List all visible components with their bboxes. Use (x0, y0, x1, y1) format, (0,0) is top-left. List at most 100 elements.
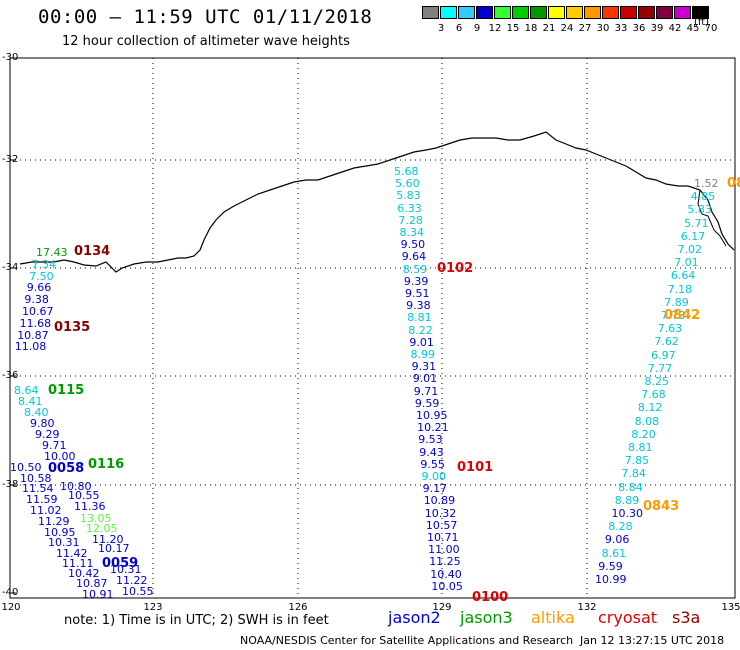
wave-height-value: 11.54 (22, 482, 54, 495)
wave-height-value: 10.67 (22, 305, 54, 318)
wave-height-value: 11.22 (116, 574, 148, 587)
wave-height-value: 5.68 (394, 165, 419, 178)
pass-time-label: 0843 (643, 499, 680, 514)
lat-lon-grid (10, 58, 735, 598)
wave-height-value: 7.50 (29, 269, 54, 283)
wave-height-value: 8.20 (631, 427, 656, 441)
map-subtitle: 12 hour collection of altimeter wave hei… (62, 34, 350, 49)
wave-height-value: 9.51 (405, 287, 430, 300)
wave-height-value: 1.52 (694, 177, 719, 190)
wave-height-value: 8.12 (637, 401, 663, 415)
scale-swatch (638, 6, 655, 19)
scale-swatch (692, 6, 709, 19)
map-border (9, 57, 736, 599)
wave-height-value: 10.31 (110, 563, 142, 576)
scale-label: 15 (506, 23, 520, 34)
wave-height-value: 13.05 (80, 512, 112, 525)
wave-height-value: 8.41 (18, 395, 43, 408)
wave-height-value: 11.08 (14, 340, 47, 354)
wave-height-value: 7.62 (654, 335, 679, 349)
wave-height-value: 10.21 (417, 421, 449, 435)
wave-height-value: 10.71 (427, 531, 459, 544)
wave-height-value: 9.71 (42, 439, 67, 452)
wave-height-value: 7.01 (674, 256, 699, 270)
wave-height-value: 10.40 (430, 567, 462, 581)
scale-label: 70 (704, 23, 718, 34)
wave-height-value: 10.99 (595, 573, 627, 586)
wave-height-value: 10.58 (20, 472, 52, 485)
wave-height-value: 9.29 (35, 428, 60, 441)
pass-time-label: 0842 (664, 308, 701, 323)
scale-swatch (620, 6, 637, 19)
wave-height-value: 8.59 (402, 262, 428, 276)
lon-label: 123 (143, 602, 163, 613)
wave-height-value: 5.83 (396, 189, 421, 203)
footer-credit: NOAA/NESDIS Center for Satellite Applica… (240, 634, 574, 647)
wave-height-value: 11.68 (19, 316, 52, 330)
pass-time-label: 0102 (437, 261, 474, 276)
wave-height-value: 8.25 (644, 375, 670, 388)
lat-label: -32 (2, 154, 19, 165)
pass-time-label: 0135 (54, 320, 91, 335)
wave-height-value: 11.00 (428, 543, 460, 557)
scale-swatch (566, 6, 583, 19)
wave-height-value: 9.38 (24, 293, 49, 307)
wave-height-value: 7.73 (661, 309, 686, 322)
scale-label: 24 (560, 23, 574, 34)
satellite-legend-jason2: jason2 (388, 608, 441, 627)
wave-height-value: 12.05 (86, 522, 118, 535)
scale-label: 42 (668, 23, 682, 34)
scale-label: 45 (686, 23, 700, 34)
wave-height-value: 9.59 (598, 559, 623, 573)
wave-height-value: 10.91 (82, 588, 114, 601)
wave-height-value: 8.84 (618, 480, 643, 494)
wave-height-value: 10.32 (424, 506, 457, 520)
wave-height-value: 9.00 (421, 470, 447, 483)
wave-height-value: 9.50 (400, 238, 426, 252)
wave-height-value: 10.31 (48, 536, 80, 549)
lat-label: -34 (2, 262, 19, 273)
pass-time-label: 0058 (48, 461, 85, 476)
wave-height-value: 10.87 (17, 328, 49, 342)
wave-height-value: 10.05 (431, 579, 463, 593)
lat-label: -36 (2, 370, 19, 381)
wave-height-value: 11.11 (62, 557, 94, 570)
pass-time-label: 0115 (48, 383, 85, 398)
wave-height-value: 7.28 (398, 213, 423, 227)
wave-height-value: 7.68 (641, 388, 666, 402)
spencer-gulf-detail (697, 189, 727, 247)
wave-height-value: 9.39 (403, 274, 429, 288)
lat-label: -38 (2, 479, 19, 490)
wave-height-value: 7.85 (624, 454, 650, 468)
wave-height-value: 10.55 (68, 489, 100, 502)
australia-coastline (19, 131, 735, 273)
wave-height-value: 9.66 (26, 281, 52, 295)
wave-height-value: 8.81 (407, 311, 432, 325)
wave-height-value: 8.89 (614, 493, 640, 507)
wave-height-value: 9.71 (413, 384, 439, 398)
scale-label: 3 (437, 23, 445, 34)
wave-height-value: 7.34 (31, 257, 57, 271)
scale-swatch (602, 6, 619, 19)
wave-height-value: 8.22 (408, 323, 433, 337)
wave-height-value: 7.18 (667, 282, 693, 296)
wave-height-value: 10.95 (44, 526, 76, 539)
satellite-legend-s3a: s3a (672, 608, 701, 627)
wave-height-value: 8.28 (608, 520, 633, 534)
scale-swatch (476, 6, 493, 19)
wave-height-value: 9.17 (422, 482, 448, 496)
wave-height-value: 11.59 (26, 493, 58, 506)
wave-height-value: 10.57 (425, 518, 458, 532)
map-note: note: 1) Time is in UTC; 2) SWH is in fe… (64, 613, 329, 628)
wave-height-value: 11.02 (30, 504, 62, 517)
wave-height-value: 10.17 (98, 542, 130, 555)
wave-height-value: 11.20 (92, 533, 124, 546)
scale-label: 33 (614, 23, 628, 34)
scale-swatch (530, 6, 547, 19)
wave-height-value: 7.84 (621, 467, 646, 481)
scale-label: 21 (542, 23, 556, 34)
scale-swatch (458, 6, 475, 19)
footer-timestamp: Jan 12 13:27:15 UTC 2018 (580, 634, 725, 647)
scale-swatch (584, 6, 601, 19)
wave-height-value: 10.55 (122, 585, 154, 598)
